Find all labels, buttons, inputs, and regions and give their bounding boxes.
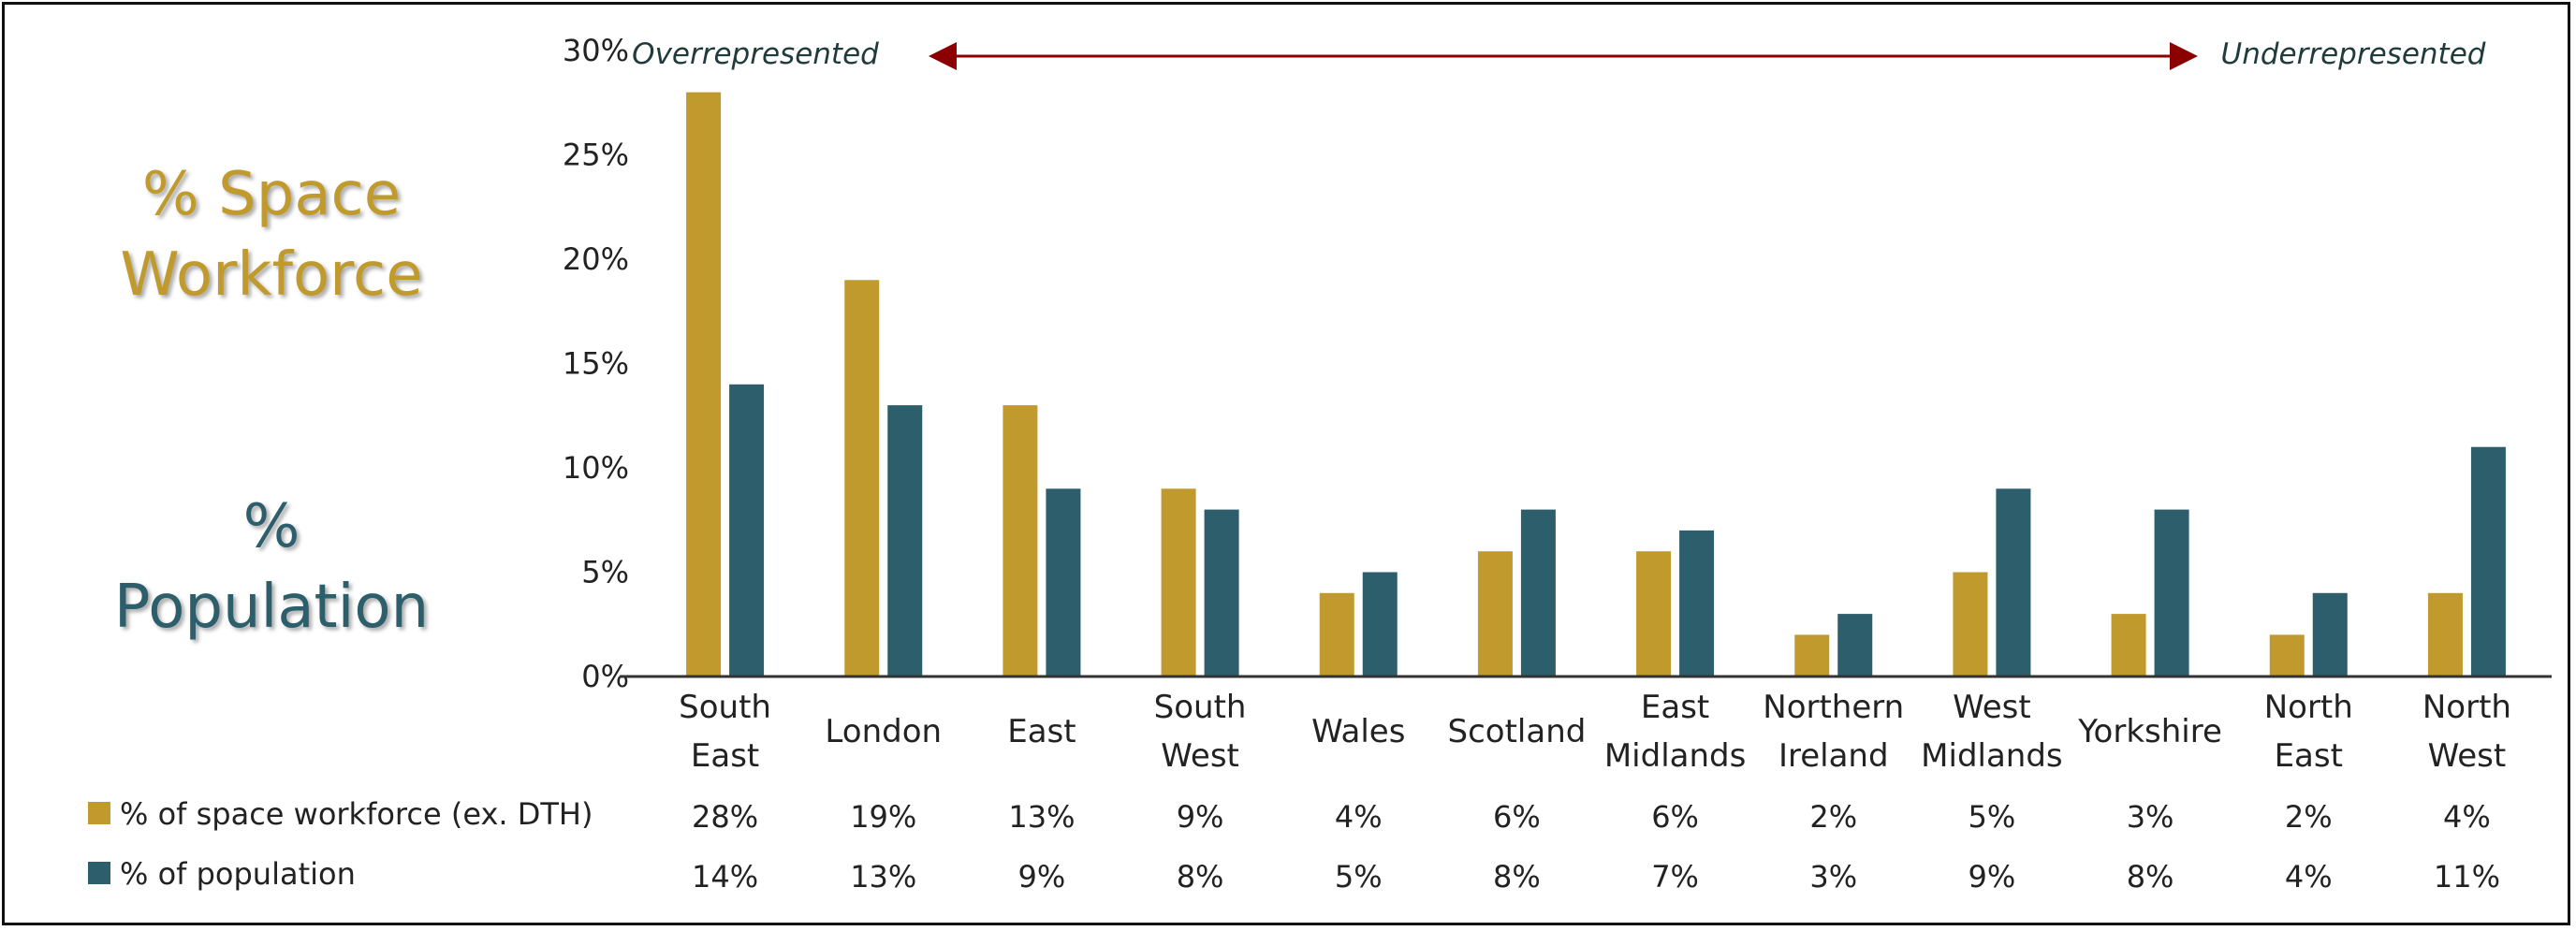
space-workforce-label: % Space Workforce [89, 154, 454, 315]
population-value-label: 4% [2285, 859, 2333, 895]
x-category-label: Midlands [1604, 737, 1747, 775]
x-category-label: West [1953, 689, 2031, 726]
x-category-label: Midlands [1921, 737, 2063, 775]
population-legend-swatch [88, 862, 110, 884]
underrepresented-annotation: Underrepresented [2221, 37, 2486, 71]
x-category-label: Yorkshire [2077, 713, 2222, 750]
x-category-label: West [2428, 737, 2507, 775]
population-value-label: 7% [1651, 859, 1699, 895]
y-axis: 0%5%10%15%20%25%30% [563, 33, 629, 694]
x-category-label: Northern [1763, 689, 1904, 726]
population-bar [1204, 509, 1239, 676]
x-category-label: South [1154, 689, 1247, 726]
population-bar [2154, 509, 2189, 676]
space-workforce-value-label: 19% [850, 799, 916, 835]
x-axis: South East London East South West Wales Scotlan… [620, 675, 2552, 775]
x-category-label: West [1161, 737, 1239, 775]
space-workforce-value-label: 13% [1008, 799, 1075, 835]
space-workforce-value-label: 4% [2443, 799, 2491, 835]
x-category-label: North [2422, 689, 2511, 726]
space-workforce-value-label: 3% [2127, 799, 2174, 835]
x-category-label: East [1641, 689, 1709, 726]
population-value-label: 9% [1969, 859, 2016, 895]
population-bar [2470, 446, 2506, 676]
population-bar [2312, 592, 2348, 676]
space-workforce-bar [1319, 592, 1354, 676]
space-workforce-bar [2269, 634, 2305, 676]
population-bar [1362, 572, 1398, 676]
x-category-label: East [691, 737, 759, 775]
population-value-label: 8% [1493, 859, 1541, 895]
space-workforce-label-line2: Workforce [120, 240, 423, 310]
x-category-label: Scotland [1448, 713, 1587, 750]
space-workforce-legend-swatch [88, 802, 110, 824]
space-workforce-value-label: 2% [1809, 799, 1857, 835]
y-tick-label: 30% [563, 33, 629, 68]
overrepresented-annotation: Overrepresented [632, 37, 879, 71]
x-category-label: London [825, 713, 942, 750]
y-tick-label: 20% [563, 241, 629, 277]
data-table: % of space workforce (ex. DTH) 28% 19% 13% 9… [88, 796, 2500, 895]
x-category-label: East [1007, 713, 1076, 750]
x-category-label: North [2264, 689, 2353, 726]
population-bar [1046, 488, 1081, 676]
space-workforce-value-label: 9% [1177, 799, 1224, 835]
bars-layer [686, 92, 2506, 677]
space-workforce-value-label: 6% [1493, 799, 1541, 835]
population-bar [1996, 488, 2031, 676]
space-workforce-value-label: 2% [2285, 799, 2333, 835]
space-workforce-legend-label: % of space workforce (ex. DTH) [120, 796, 593, 832]
population-bar [1679, 530, 1715, 676]
space-workforce-value-label: 4% [1335, 799, 1383, 835]
x-category-label: Ireland [1778, 737, 1889, 775]
space-workforce-bar [686, 92, 722, 677]
population-bar [729, 384, 765, 676]
space-workforce-value-label: 6% [1651, 799, 1699, 835]
y-tick-label: 5% [581, 555, 629, 590]
x-category-label: Wales [1311, 713, 1405, 750]
y-tick-label: 10% [563, 450, 629, 486]
population-legend-label: % of population [120, 856, 356, 892]
population-value-label: 3% [1809, 859, 1857, 895]
space-workforce-label-line1: % Space [141, 160, 402, 229]
population-value-label: 14% [692, 859, 758, 895]
space-workforce-bar [844, 280, 880, 676]
space-workforce-bar [2111, 614, 2146, 676]
population-label: % Population [89, 487, 454, 647]
space-workforce-value-label: 28% [692, 799, 758, 835]
population-bar [1837, 614, 1873, 676]
space-workforce-bar [1003, 405, 1038, 676]
space-workforce-value-label: 5% [1969, 799, 2016, 835]
population-bar [887, 405, 923, 676]
space-workforce-bar [1161, 488, 1196, 676]
population-value-label: 8% [1177, 859, 1224, 895]
y-tick-label: 25% [563, 138, 629, 173]
space-workforce-bar [1636, 551, 1672, 676]
x-category-label: East [2275, 737, 2343, 775]
population-value-label: 9% [1018, 859, 1066, 895]
population-bar [1520, 509, 1556, 676]
population-value-label: 13% [850, 859, 916, 895]
space-workforce-bar [1477, 551, 1513, 676]
space-workforce-bar [2427, 592, 2463, 676]
population-label-line1: % [242, 492, 300, 561]
space-workforce-bar [1953, 572, 1988, 676]
population-value-label: 11% [2434, 859, 2500, 895]
x-category-label: South [679, 689, 771, 726]
annotation-layer: Overrepresented Underrepresented [632, 37, 2486, 71]
space-workforce-bar [1794, 634, 1830, 676]
population-label-line2: Population [113, 573, 430, 642]
y-tick-label: 15% [563, 346, 629, 382]
population-value-label: 8% [2127, 859, 2174, 895]
population-value-label: 5% [1335, 859, 1383, 895]
